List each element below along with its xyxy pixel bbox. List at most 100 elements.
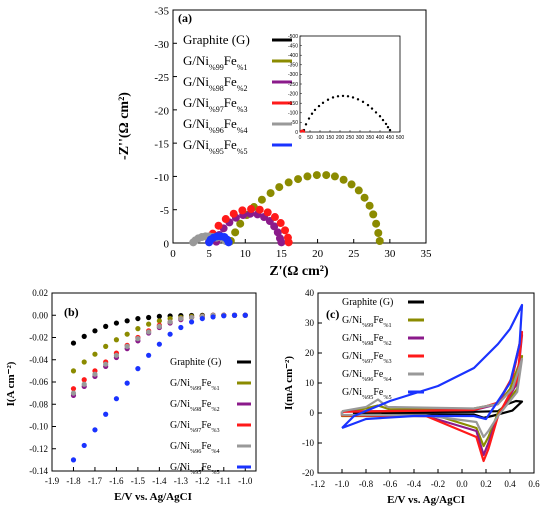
panel-b-xtick-label: -1.3 <box>174 476 189 486</box>
inset-point <box>388 128 392 132</box>
panel-c-xtick-label: 0.0 <box>456 479 468 489</box>
panel-a-legend-label-3: G/Ni%97Fe%3 <box>183 95 247 114</box>
inset-ytick-label: -300 <box>288 72 298 78</box>
panel-c-xlabel: E/V vs. Ag/AgCI <box>387 494 465 506</box>
inset-ytick-label: -250 <box>288 82 298 88</box>
panel-c-xtick-label: -0.4 <box>407 479 422 489</box>
panel-b-point <box>70 386 77 392</box>
inset-point <box>384 122 388 126</box>
panel-b-point <box>113 352 120 358</box>
panel-a-point <box>270 222 279 231</box>
inset-point <box>302 130 306 133</box>
panel-c-xtick-label: -1.2 <box>311 479 325 489</box>
panel-a-point <box>231 228 240 237</box>
panel-a-ytick-label: -35 <box>154 6 169 18</box>
panel-b-point <box>124 343 130 349</box>
panel-c-xtick-label: -0.2 <box>431 479 445 489</box>
panel-a-ytick-label: -25 <box>154 72 169 84</box>
panel-b-point <box>135 336 141 342</box>
panel-a-point <box>236 219 245 228</box>
panel-a: (a) 0 5 10 15 20 25 30 350-5-10-15-20-25-30-35 … <box>117 6 432 280</box>
panel-a-point <box>322 171 331 180</box>
panel-b-legend-label-5: G/Ni%95Fe%5 <box>170 462 220 476</box>
panel-b-point <box>178 324 184 331</box>
inset-xtick-label: 150 <box>326 135 335 141</box>
panel-c-legend-label-4: G/Ni%96Fe%4 <box>342 369 392 383</box>
panel-b-ytick-label: -0.02 <box>29 333 48 343</box>
panel-b-point <box>81 381 87 387</box>
inset-point <box>336 95 340 98</box>
panel-a-point <box>229 209 238 218</box>
panel-b-point <box>70 390 77 396</box>
inset-point <box>331 96 335 99</box>
panel-b-point <box>188 314 195 321</box>
panel-a-ytick-label: -10 <box>154 172 169 184</box>
panel-b-ytick-label: -0.12 <box>29 444 48 454</box>
panel-c-xtick-label: -0.8 <box>359 479 374 489</box>
panel-a-point <box>214 221 223 230</box>
panel-b-point <box>146 321 152 327</box>
panel-b-point <box>242 312 248 318</box>
inset-xtick-label: 300 <box>356 135 365 141</box>
panel-b-ytick-label: 0.02 <box>32 288 48 298</box>
panel-c-series-line <box>340 354 524 448</box>
panel-a-xlabel: Z'(Ω cm²) <box>269 264 329 279</box>
inset-point <box>386 126 390 129</box>
panel-b-point <box>167 331 173 337</box>
inset-point <box>321 101 325 105</box>
panel-b-point <box>156 318 162 324</box>
panel-b-point <box>146 329 152 335</box>
panel-a-xtick-label: 25 <box>348 248 360 260</box>
panel-b-xtick-label: -1.0 <box>238 476 253 486</box>
panel-b-point <box>146 314 152 321</box>
panel-b-point <box>199 315 205 322</box>
panel-b-point <box>103 411 109 417</box>
panel-b-point <box>221 313 227 319</box>
panel-a-point <box>224 238 233 247</box>
panel-b-point <box>135 326 141 332</box>
panel-b-point <box>135 315 141 322</box>
panel-a-point <box>312 171 321 180</box>
panel-b-xtick-label: -1.7 <box>88 476 103 486</box>
panel-c-xtick-label: 0.6 <box>528 479 540 489</box>
panel-b-point <box>124 318 130 324</box>
panel-c-label: (c) <box>326 307 339 321</box>
panel-a-point <box>255 205 264 214</box>
panel-a-point <box>330 172 339 181</box>
panel-b-point <box>156 313 162 319</box>
panel-b-xtick-label: -1.2 <box>195 476 209 486</box>
panel-c-xtick-label: -1.0 <box>335 479 350 489</box>
panel-b-legend-label-0: Graphite (G) <box>170 357 221 368</box>
panel-a-ytick-label: -20 <box>154 105 169 117</box>
panel-b-ytick-label: -0.08 <box>29 399 48 409</box>
panel-b-xtick-label: -1.6 <box>109 476 124 486</box>
inset-xtick-label: 500 <box>396 135 405 141</box>
inset-point <box>374 111 378 114</box>
panel-b-point <box>167 319 173 325</box>
inset-point <box>326 98 330 101</box>
panel-c-xtick-label: -0.6 <box>383 479 398 489</box>
panel-a-xtick-label: 10 <box>240 248 252 260</box>
panel-b-point <box>188 319 195 325</box>
panel-a-point <box>238 206 247 215</box>
panel-b-point <box>146 352 152 358</box>
panel-a-point <box>263 208 272 217</box>
inset-xtick-label: 200 <box>336 135 345 141</box>
panel-a-point <box>281 226 290 235</box>
panel-b-ylabel: I(A cm⁻²) <box>5 361 17 406</box>
panel-a-point <box>275 183 284 192</box>
inset-xtick-label: 50 <box>307 135 313 141</box>
panel-a-point <box>270 213 279 222</box>
panel-a-ytick-label: -30 <box>154 39 169 51</box>
panel-b-ytick-label: 0.00 <box>32 310 48 320</box>
panel-c-xtick-label: 0.4 <box>504 479 516 489</box>
inset-point <box>381 118 385 122</box>
inset-point <box>346 95 350 98</box>
panel-a-legend-label-5: G/Ni%95Fe%5 <box>183 137 247 156</box>
inset-point <box>370 107 374 110</box>
panel-b-xtick-label: -1.9 <box>45 476 60 486</box>
inset-xtick-label: 350 <box>366 135 375 141</box>
panel-a-point <box>375 237 384 246</box>
panel-b-xlabel: E/V vs. Ag/AgCI <box>114 491 192 503</box>
panel-b-point <box>124 380 130 386</box>
